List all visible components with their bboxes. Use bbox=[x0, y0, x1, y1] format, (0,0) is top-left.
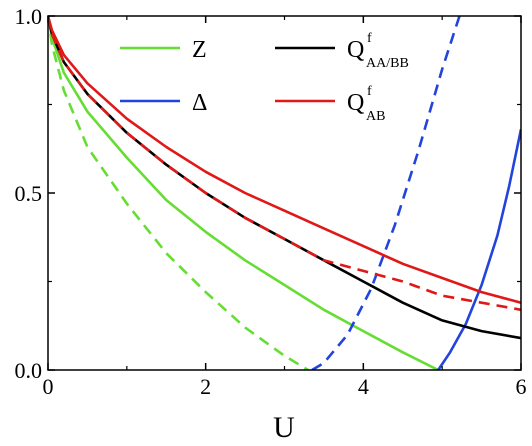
legend-label-superscript: f bbox=[367, 31, 372, 46]
legend-label: Q bbox=[347, 37, 364, 63]
legend-label: Δ bbox=[192, 90, 207, 116]
series-line-q-f-ab-solid bbox=[48, 16, 521, 304]
legend-label-subscript: AB bbox=[366, 109, 385, 124]
legend-label-superscript: f bbox=[367, 84, 372, 99]
legend: ZΔQ fAA/BBQ fAB bbox=[120, 31, 409, 124]
series-line-q-f-aa-bb-solid bbox=[48, 16, 521, 340]
legend-label: Q bbox=[347, 90, 364, 116]
series-line-q-f-ab-dashed bbox=[48, 16, 521, 312]
series-line-z-solid bbox=[48, 16, 439, 370]
y-tick-label: 0.0 bbox=[15, 358, 43, 383]
series-line---solid bbox=[437, 129, 521, 370]
x-tick-label: 4 bbox=[358, 374, 369, 399]
x-tick-label: 6 bbox=[516, 374, 527, 399]
series-line-z-dashed bbox=[48, 16, 309, 370]
x-tick-label: 0 bbox=[43, 374, 54, 399]
legend-label-subscript: AA/BB bbox=[366, 56, 409, 71]
series-line---dashed bbox=[311, 16, 461, 370]
x-axis-title: U bbox=[273, 411, 295, 444]
x-tick-label: 2 bbox=[200, 374, 211, 399]
y-tick-label: 0.5 bbox=[15, 181, 43, 206]
plot-frame bbox=[47, 15, 522, 371]
y-tick-label: 1.0 bbox=[15, 4, 43, 29]
legend-label: Z bbox=[192, 37, 207, 63]
